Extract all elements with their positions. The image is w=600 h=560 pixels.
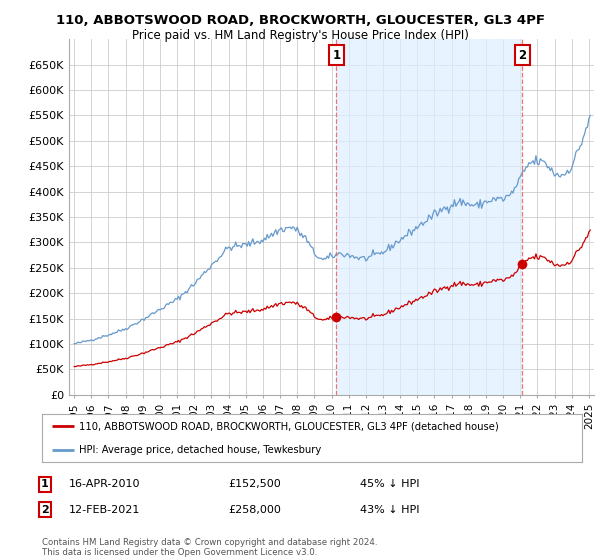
Text: 45% ↓ HPI: 45% ↓ HPI	[360, 479, 419, 489]
Text: 1: 1	[332, 49, 341, 62]
Text: Price paid vs. HM Land Registry's House Price Index (HPI): Price paid vs. HM Land Registry's House …	[131, 29, 469, 42]
Text: £258,000: £258,000	[228, 505, 281, 515]
Text: Contains HM Land Registry data © Crown copyright and database right 2024.
This d: Contains HM Land Registry data © Crown c…	[42, 538, 377, 557]
Text: 2: 2	[41, 505, 49, 515]
Text: 12-FEB-2021: 12-FEB-2021	[69, 505, 140, 515]
Text: 110, ABBOTSWOOD ROAD, BROCKWORTH, GLOUCESTER, GL3 4PF (detached house): 110, ABBOTSWOOD ROAD, BROCKWORTH, GLOUCE…	[79, 421, 499, 431]
Text: £152,500: £152,500	[228, 479, 281, 489]
Text: 2: 2	[518, 49, 526, 62]
Text: HPI: Average price, detached house, Tewkesbury: HPI: Average price, detached house, Tewk…	[79, 445, 321, 455]
Text: 16-APR-2010: 16-APR-2010	[69, 479, 140, 489]
Bar	[337, 39, 522, 395]
Text: 1: 1	[41, 479, 49, 489]
Text: 43% ↓ HPI: 43% ↓ HPI	[360, 505, 419, 515]
Text: 110, ABBOTSWOOD ROAD, BROCKWORTH, GLOUCESTER, GL3 4PF: 110, ABBOTSWOOD ROAD, BROCKWORTH, GLOUCE…	[56, 14, 545, 27]
